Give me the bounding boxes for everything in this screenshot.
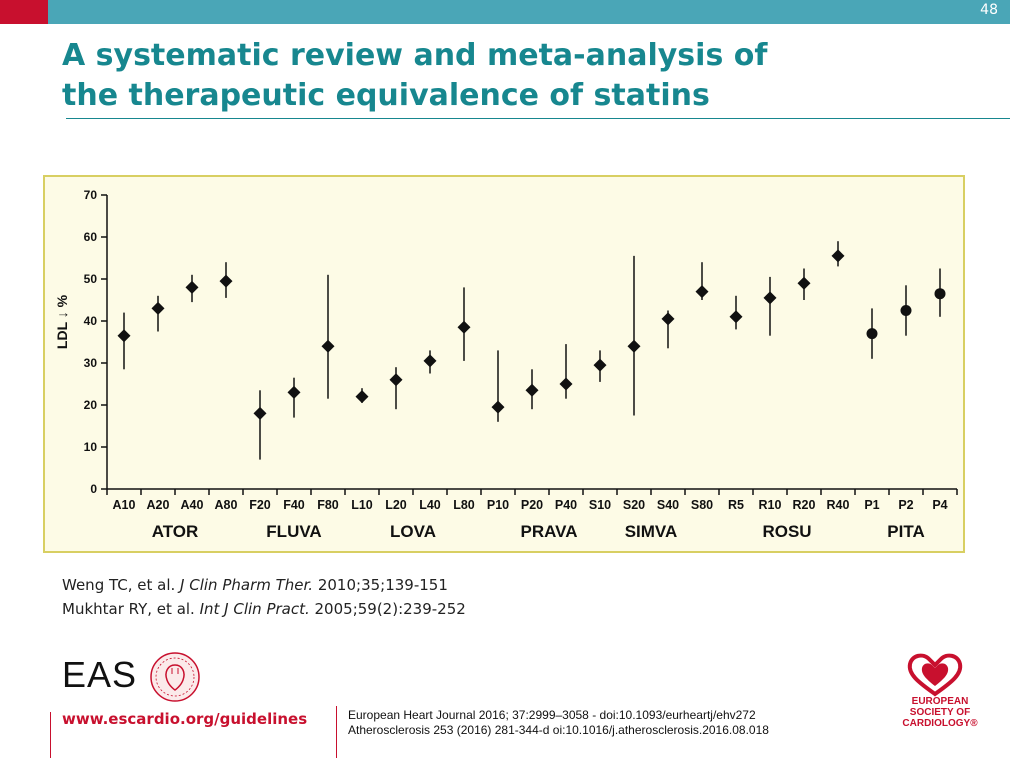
group-label: PITA [887,522,924,541]
reference-1-details: 2010;35;139-151 [313,576,448,594]
data-point [117,329,131,343]
data-point [389,373,403,387]
esc-logo-text: EUROPEAN SOCIETY OF CARDIOLOGY® [900,696,980,729]
group-label: ROSU [762,522,811,541]
esc-line-3: CARDIOLOGY® [902,718,978,729]
slide-title: A systematic review and meta-analysis of… [62,36,962,116]
data-point [457,320,471,334]
footer-divider-left [50,712,51,758]
x-tick-label: L20 [385,498,407,512]
x-tick-label: P1 [864,498,879,512]
reference-2-journal: Int J Clin Pract. [199,600,310,618]
data-point [900,305,912,316]
x-tick-label: F20 [249,498,271,512]
x-tick-label: P10 [487,498,509,512]
chart-panel: 0 10 20 30 40 50 60 70 A10 A20 A40 A80 F20 F40 F80 L10 L… [43,175,965,553]
data-point [661,312,675,326]
group-label: LOVA [390,522,436,541]
x-tick-label: P4 [932,498,947,512]
y-tick-label: 40 [84,314,98,328]
reference-2-authors: Mukhtar RY, et al. [62,600,200,618]
y-axis-label: LDL ↓ % [54,294,70,349]
x-tick-label: A40 [181,498,204,512]
x-tick-label: S40 [657,498,679,512]
x-tick-label: F80 [317,498,339,512]
x-tick-label: A10 [113,498,136,512]
data-point [695,285,709,299]
top-bar: 48 [0,0,1010,24]
group-label: ATOR [152,522,199,541]
x-tick-label: P2 [898,498,913,512]
data-point [355,390,369,404]
data-point [151,301,165,315]
y-tick-label: 10 [84,440,98,454]
journal-citation: European Heart Journal 2016; 37:2999–305… [348,708,769,738]
data-point [321,339,335,353]
group-label: SIMVA [625,522,678,541]
data-point [491,400,505,414]
eas-emblem-icon [150,652,200,702]
y-tick-label: 20 [84,398,98,412]
x-tick-label: P40 [555,498,577,512]
x-tick-label: R10 [759,498,782,512]
footer-divider [336,706,337,758]
data-point [253,406,267,420]
x-tick-label: L40 [419,498,441,512]
x-tick-label: F40 [283,498,305,512]
data-point [866,328,878,340]
x-tick-label: S20 [623,498,645,512]
reference-2-details: 2005;59(2):239-252 [309,600,466,618]
title-line-2: the therapeutic equivalence of statins [62,78,710,113]
y-tick-label: 60 [84,230,98,244]
title-underline [66,118,1010,119]
top-bar-red-block [0,0,48,24]
eas-logo: EAS [62,654,138,695]
x-tick-label: R5 [728,498,744,512]
data-point [831,249,845,263]
x-tick-label: A80 [215,498,238,512]
reference-1-authors: Weng TC, et al. [62,576,181,594]
y-tick-label: 0 [90,482,97,496]
x-tick-label: R40 [827,498,850,512]
reference-1: Weng TC, et al. J Clin Pharm Ther. 2010;… [62,573,466,597]
data-point [729,310,743,324]
journal-line-1: European Heart Journal 2016; 37:2999–305… [348,708,756,722]
y-tick-label: 50 [84,272,98,286]
y-tick-label: 30 [84,356,98,370]
title-line-1: A systematic review and meta-analysis of [62,38,768,73]
data-point [423,354,437,368]
reference-1-journal: J Clin Pharm Ther. [180,576,314,594]
data-point [593,358,607,372]
x-tick-label: L10 [351,498,373,512]
data-point [627,339,641,353]
data-point [559,377,573,391]
x-tick-label: S80 [691,498,713,512]
data-point [219,274,233,288]
x-tick-label: L80 [453,498,475,512]
esc-line-1: EUROPEAN [911,696,969,707]
data-point [525,383,539,397]
data-point [287,385,301,399]
x-tick-label: P20 [521,498,543,512]
page-number: 48 [980,2,998,18]
esc-heart-icon [907,653,963,697]
x-tick-label: A20 [147,498,170,512]
group-label: PRAVA [521,522,578,541]
x-tick-label: R20 [793,498,816,512]
data-point [763,291,777,305]
data-point [797,276,811,290]
reference-2: Mukhtar RY, et al. Int J Clin Pract. 200… [62,597,466,621]
group-label: FLUVA [266,522,321,541]
esc-line-2: SOCIETY OF [909,707,971,718]
statin-ldl-chart: 0 10 20 30 40 50 60 70 A10 A20 A40 A80 F20 F40 F80 L10 L… [54,188,958,541]
data-point [934,288,946,300]
references: Weng TC, et al. J Clin Pharm Ther. 2010;… [62,573,466,621]
x-tick-label: S10 [589,498,611,512]
data-point [185,280,199,294]
website-link[interactable]: www.escardio.org/guidelines [62,710,308,728]
y-tick-label: 70 [84,188,98,202]
journal-line-2: Atherosclerosis 253 (2016) 281-344-d oi:… [348,723,769,737]
